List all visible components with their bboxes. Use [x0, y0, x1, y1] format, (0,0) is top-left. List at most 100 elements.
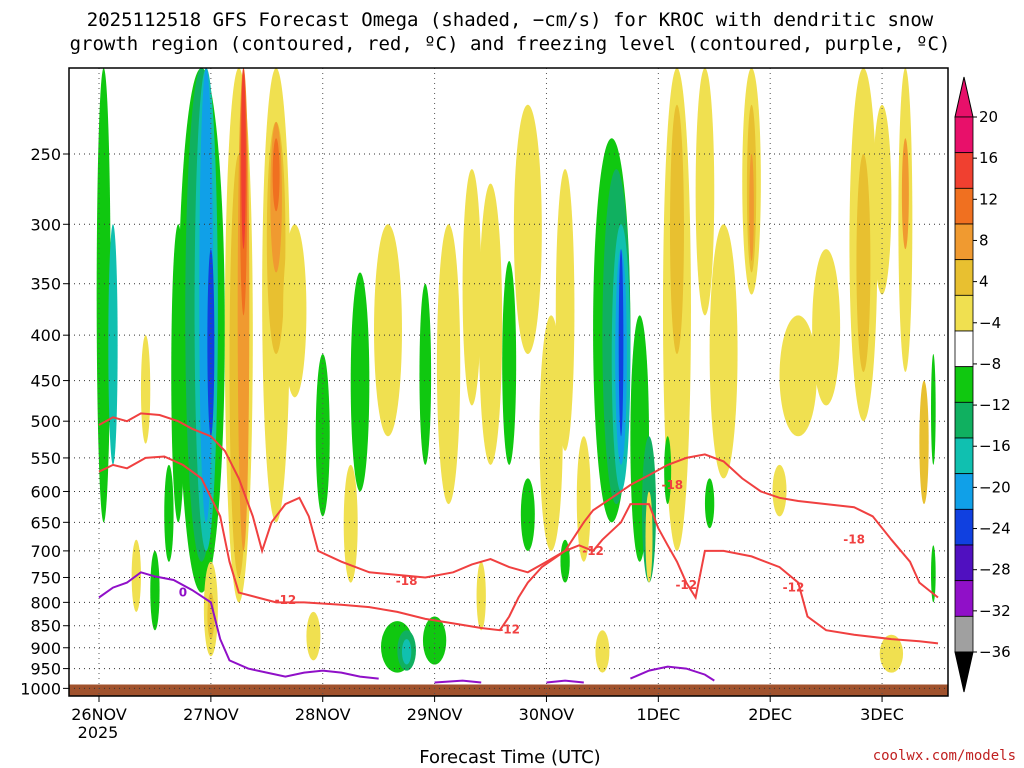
omega-shade-34 [401, 639, 412, 665]
y-tick-label-350: 350 [30, 275, 61, 294]
omega-shade-20 [350, 272, 370, 492]
contour-freezing-1 [98, 571, 379, 680]
omega-shade-28 [539, 315, 563, 551]
contour-freezing-4 [630, 665, 715, 682]
colorbar-swatch-10 [954, 473, 974, 510]
omega-shade-51 [812, 249, 841, 406]
colorbar-label-11: −28 [979, 561, 1011, 579]
x-axis-label: Forecast Time (UTC) [419, 747, 600, 768]
omega-shade-1 [108, 224, 118, 465]
omega-shade-16 [283, 224, 307, 398]
y-tick-label-400: 400 [30, 326, 61, 345]
omega-shade-58 [931, 353, 936, 465]
omega-shade-73 [595, 630, 610, 673]
colorbar-label-6: −8 [979, 355, 1001, 373]
y-tick-label-250: 250 [30, 145, 61, 164]
colorbar-swatch-11 [954, 508, 974, 546]
omega-shade-17 [171, 224, 186, 523]
omega-shade-45 [695, 68, 715, 316]
y-tick-label-700: 700 [30, 542, 61, 561]
x-tick-label-29NOV: 29NOV [407, 705, 463, 724]
colorbar-swatch-14 [954, 615, 974, 653]
omega-shade-71 [306, 611, 321, 661]
contour-label-5: -12 [675, 578, 697, 592]
omega-shade-18 [164, 464, 174, 562]
contour-freezing-3 [546, 679, 584, 684]
colorbar-swatch-12 [954, 544, 974, 582]
omega-shade-56 [901, 138, 909, 250]
x-tick-label-27NOV: 27NOV [183, 705, 239, 724]
omega-shade-68 [150, 550, 160, 631]
contour-lines: -18 -12 -18 -12 -12 -12 -18 -12 0 [98, 412, 939, 684]
colorbar-swatch-3 [954, 223, 974, 261]
omega-shade-24 [462, 169, 482, 406]
colorbar-label-10: −24 [979, 520, 1011, 538]
colorbar-swatch-1 [954, 152, 974, 189]
omega-shade-19 [315, 353, 330, 517]
colorbar-label-13: −36 [979, 643, 1011, 661]
colorbar-label-3: 8 [979, 231, 989, 249]
omega-shade-26 [513, 104, 542, 354]
contour-label-2: -18 [661, 478, 683, 492]
x-tick-label-1DEC: 1DEC [636, 705, 680, 724]
colorbar-swatch-13 [954, 580, 974, 617]
contour-label-7: -12 [783, 581, 805, 595]
colorbar-swatch-7 [954, 366, 974, 403]
omega-shade-35 [422, 616, 447, 665]
contour-dendritic-upper [98, 412, 939, 599]
credit-text: coolwx.com/models [873, 748, 1016, 764]
contour-label-6: -18 [843, 533, 865, 547]
y-tick-label-750: 750 [30, 568, 61, 587]
colorbar: 20 16 12 8 4 −4 −8 −12 −16 −20 −24 −28 −32 −36 [954, 76, 1011, 693]
x-tick-label-30NOV: 30NOV [519, 705, 575, 724]
colorbar-label-0: 20 [979, 108, 998, 126]
contour-label-3: -12 [582, 544, 604, 558]
omega-shade-50 [779, 315, 817, 437]
omega-shade-44 [669, 104, 684, 354]
omega-shade-23 [436, 224, 461, 505]
chart-title-line1: 2025112518 GFS Forecast Omega (shaded, −… [87, 9, 934, 31]
plot-area [69, 68, 948, 696]
omega-shade-62 [772, 464, 787, 517]
y-tick-label-500: 500 [30, 412, 61, 431]
y-tick-label-600: 600 [30, 482, 61, 501]
omega-shade-61 [645, 491, 653, 583]
colorbar-swatch-9 [954, 437, 974, 475]
omega-shade-21 [343, 464, 358, 583]
omega-shade-25 [478, 183, 503, 465]
omega-shade-46 [709, 224, 738, 479]
y-axis-ticks: 250 300 350 400 450 500 550 600 650 700 750 800 850 9… [20, 145, 69, 698]
omega-shade-57 [919, 380, 929, 505]
x-year-label: 2025 [78, 723, 119, 742]
y-tick-label-550: 550 [30, 449, 61, 468]
contour-label-0: -18 [396, 574, 418, 588]
omega-shade-53 [856, 154, 871, 372]
omega-shade-60 [879, 634, 904, 673]
chart-title-line2: growth region (contoured, red, ºC) and f… [70, 33, 951, 55]
ground-surface [69, 684, 948, 696]
x-tick-label-28NOV: 28NOV [295, 705, 351, 724]
colorbar-swatch-5 [954, 294, 974, 332]
omega-shade-6 [207, 249, 215, 437]
x-tick-label-2DEC: 2DEC [748, 705, 792, 724]
omega-shade-30 [502, 261, 517, 465]
contour-label-4: -12 [498, 622, 520, 636]
omega-shade-11 [241, 68, 246, 250]
colorbar-label-9: −20 [979, 478, 1011, 496]
colorbar-label-8: −16 [979, 437, 1011, 455]
colorbar-label-12: −32 [979, 602, 1011, 620]
omega-shade-65 [704, 478, 715, 529]
contour-freezing-2 [434, 679, 482, 684]
omega-shade-66 [140, 335, 151, 444]
omega-shade-70 [207, 592, 215, 640]
colorbar-swatch-2 [954, 187, 974, 225]
plot-frame [68, 67, 949, 697]
y-tick-label-650: 650 [30, 513, 61, 532]
x-tick-label-3DEC: 3DEC [860, 705, 904, 724]
omega-shade-15 [272, 138, 280, 212]
colorbar-swatch-0 [954, 116, 974, 154]
colorbar-label-1: 16 [979, 149, 998, 167]
colorbar-label-2: 12 [979, 190, 998, 208]
omega-shade-22 [374, 224, 402, 437]
colorbar-top-arrow [954, 76, 974, 118]
